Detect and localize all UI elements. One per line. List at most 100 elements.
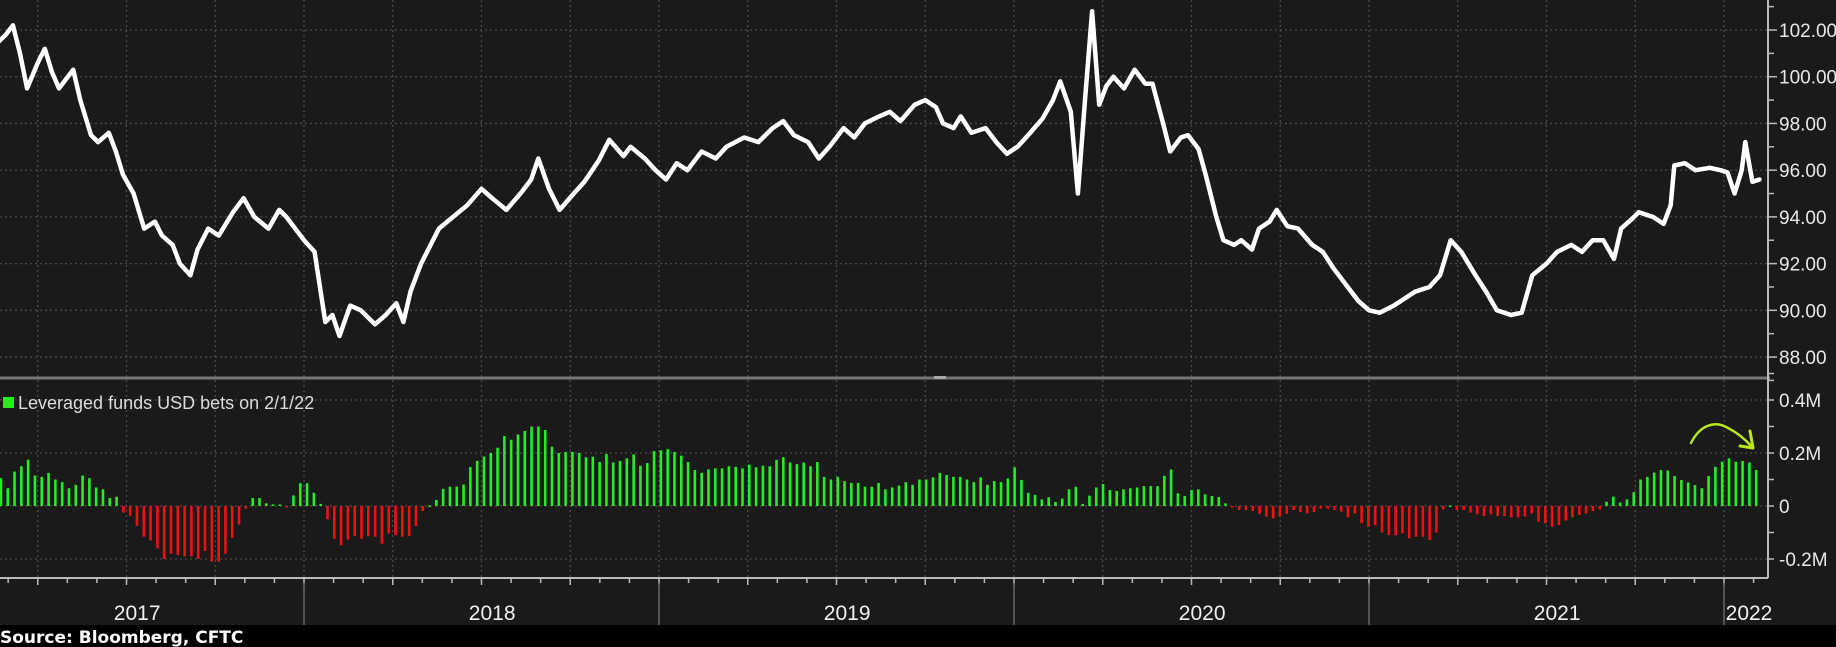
- bar: [802, 462, 806, 506]
- bar: [1414, 506, 1418, 537]
- bar: [1659, 469, 1663, 506]
- bar: [686, 462, 690, 506]
- y-tick-label: 100.00: [1779, 68, 1836, 89]
- bar: [271, 504, 275, 506]
- legend-swatch: [3, 397, 14, 408]
- bar: [727, 466, 731, 506]
- bar: [863, 486, 867, 506]
- bar: [571, 451, 574, 506]
- panel-resize-handle[interactable]: [934, 376, 946, 379]
- bar: [788, 462, 792, 506]
- bar: [196, 506, 200, 559]
- bar: [1543, 506, 1547, 524]
- y-tick-label: -0.2M: [1779, 550, 1828, 571]
- bar: [230, 506, 234, 538]
- bar: [394, 506, 397, 536]
- bar: [47, 472, 50, 506]
- bar: [625, 458, 629, 506]
- bar: [401, 506, 404, 537]
- bar: [122, 506, 125, 513]
- bar: [748, 464, 751, 506]
- bar: [414, 506, 418, 527]
- bar: [782, 457, 785, 506]
- bar: [312, 492, 316, 506]
- bar: [67, 488, 71, 506]
- bar: [1632, 492, 1636, 506]
- bar: [1353, 506, 1357, 514]
- bar: [1469, 506, 1472, 513]
- source-label: Source: Bloomberg, CFTC: [0, 628, 243, 647]
- bar: [1537, 506, 1540, 522]
- bar: [210, 506, 214, 562]
- bar: [1169, 469, 1173, 506]
- bar: [1183, 495, 1187, 506]
- bar: [1523, 506, 1527, 517]
- bar: [877, 482, 880, 506]
- bar: [135, 506, 139, 526]
- year-label: 2019: [824, 602, 871, 625]
- bar: [258, 498, 261, 506]
- bar: [387, 506, 391, 534]
- bar: [1387, 506, 1391, 536]
- bar: [60, 482, 64, 506]
- bar: [156, 506, 159, 549]
- y-tick-label: 102.00: [1779, 21, 1836, 42]
- bar: [673, 451, 676, 506]
- bar: [965, 479, 969, 506]
- bar: [339, 506, 343, 546]
- bar: [1550, 506, 1554, 527]
- bar: [0, 478, 3, 506]
- bar: [530, 426, 533, 506]
- bar: [183, 506, 186, 557]
- bar: [81, 475, 84, 506]
- bar: [217, 506, 220, 562]
- y-tick-label: 90.00: [1779, 301, 1827, 322]
- bar: [1380, 506, 1384, 533]
- y-tick-label: 94.00: [1779, 208, 1827, 229]
- bar: [890, 487, 894, 506]
- bar: [829, 479, 833, 506]
- bar: [1646, 476, 1649, 506]
- bar: [108, 498, 112, 506]
- bar: [251, 498, 254, 506]
- bar: [986, 484, 989, 506]
- bar: [1224, 503, 1227, 506]
- year-label: 2017: [114, 602, 161, 625]
- bar: [1401, 506, 1404, 534]
- y-tick-label: 92.00: [1779, 255, 1827, 276]
- bar: [1441, 506, 1445, 510]
- bar: [734, 466, 737, 506]
- bar: [931, 477, 935, 506]
- bar: [836, 476, 840, 506]
- bar: [353, 506, 357, 537]
- bar: [1101, 484, 1105, 506]
- bar: [564, 451, 567, 506]
- bar: [1373, 506, 1377, 526]
- bar: [713, 468, 717, 506]
- bar: [605, 454, 608, 506]
- bar: [1258, 506, 1261, 514]
- bar: [822, 476, 826, 506]
- bar: [462, 484, 465, 506]
- bar: [176, 506, 180, 556]
- bar: [1197, 489, 1200, 506]
- bar: [1026, 492, 1030, 506]
- bar: [285, 506, 288, 508]
- bar: [1741, 460, 1744, 506]
- source-band: [0, 625, 1836, 647]
- bar: [190, 506, 193, 557]
- bar: [496, 447, 499, 506]
- bar: [162, 506, 166, 559]
- bar: [1489, 506, 1493, 515]
- y-tick-label: 0: [1779, 497, 1790, 518]
- y-tick-label: 0.4M: [1779, 391, 1821, 412]
- bar: [904, 482, 908, 506]
- bar: [1054, 502, 1057, 506]
- bar: [1156, 486, 1159, 506]
- bar: [1326, 506, 1329, 509]
- bar: [346, 506, 350, 540]
- bar: [897, 485, 901, 506]
- bar: [74, 484, 78, 506]
- bar: [421, 506, 425, 512]
- bar: [1176, 493, 1180, 506]
